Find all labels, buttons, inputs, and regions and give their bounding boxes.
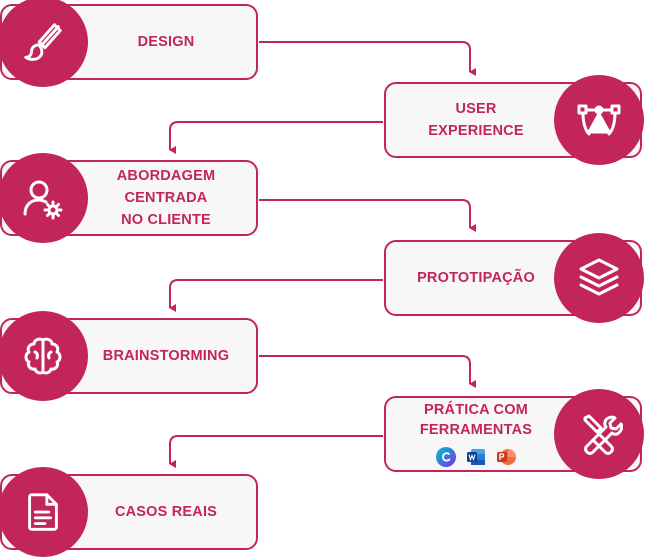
brainstorming-badge (0, 311, 88, 401)
word-icon (467, 449, 485, 465)
ferramentas-badge (554, 389, 644, 479)
step-label-line: NO CLIENTE (121, 212, 211, 228)
step-label-line: FERRAMENTAS (419, 422, 533, 438)
step-label-line: ABORDAGEM (116, 168, 216, 184)
step-label: BRAINSTORMING (82, 320, 250, 392)
step-label-text: CASOS REAIS (114, 504, 218, 520)
step-label: PRÁTICA COM FERRAMENTAS (392, 398, 560, 470)
user-gear-icon (23, 180, 63, 220)
step-label-text: PROTOTIPAÇÃO (417, 270, 535, 286)
vector-pen-icon (577, 104, 621, 136)
design-badge (0, 0, 88, 87)
step-label: USER EXPERIENCE (392, 84, 560, 156)
tool-icons (435, 446, 517, 468)
document-icon (28, 493, 58, 531)
powerpoint-icon (497, 449, 516, 465)
step-casos-reais: CASOS REAIS (0, 467, 258, 557)
step-label-text: BRAINSTORMING (102, 348, 230, 364)
connector-4 (169, 279, 384, 312)
connector-6 (169, 435, 384, 468)
abordagem-badge (0, 153, 88, 243)
step-label-line: CENTRADA (124, 190, 208, 206)
step-prototipacao: PROTOTIPAÇÃO (384, 233, 644, 323)
step-design: DESIGN (0, 0, 258, 87)
step-pratica-ferramentas: PRÁTICA COM FERRAMENTAS (384, 389, 644, 479)
casos-reais-badge (0, 467, 88, 557)
brush-icon (24, 23, 62, 61)
connector-5 (258, 355, 476, 388)
step-user-experience: USER EXPERIENCE (384, 75, 644, 165)
connector-3 (258, 199, 476, 232)
step-label-line: USER (455, 101, 497, 117)
layers-icon (579, 258, 619, 296)
user-experience-badge (554, 75, 644, 165)
brain-icon (24, 337, 62, 375)
step-abordagem-centrada: ABORDAGEM CENTRADA NO CLIENTE (0, 153, 258, 243)
tools-icon (583, 414, 623, 455)
step-label: ABORDAGEM CENTRADA NO CLIENTE (82, 162, 250, 234)
step-label: CASOS REAIS (82, 476, 250, 548)
prototipacao-badge (554, 233, 644, 323)
step-label-line: PRÁTICA COM (424, 402, 528, 418)
step-label: PROTOTIPAÇÃO (392, 242, 560, 314)
connector-1 (258, 41, 476, 76)
step-label: DESIGN (82, 6, 250, 78)
step-brainstorming: BRAINSTORMING (0, 311, 258, 401)
canva-icon (436, 447, 456, 467)
step-label-text: DESIGN (137, 34, 195, 50)
connector-2 (169, 121, 384, 154)
step-label-line: EXPERIENCE (428, 123, 524, 139)
